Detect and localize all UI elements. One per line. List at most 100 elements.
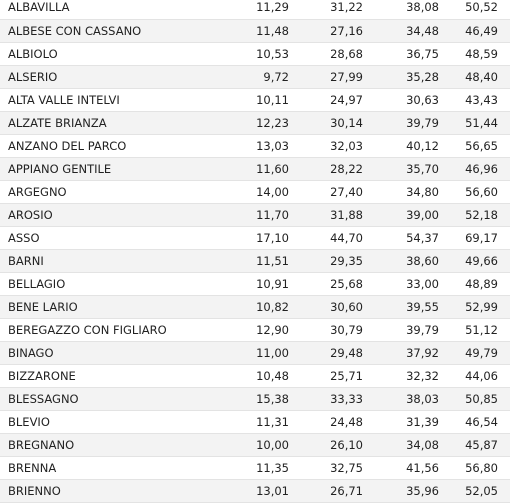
- value-cell-v3: 39,79: [363, 318, 439, 342]
- value-cell-v3: 38,08: [363, 0, 439, 20]
- value-cell-v3: 32,32: [363, 364, 439, 388]
- municipality-name: BELLAGIO: [0, 272, 214, 296]
- value-cell-v3: 34,48: [363, 19, 439, 43]
- value-cell-v1: 17,10: [214, 226, 289, 250]
- value-cell-v1: 10,00: [214, 433, 289, 457]
- table-row: BRENNA 11,35 32,75 41,56 56,80: [0, 456, 510, 480]
- value-cell-v4: 48,89: [439, 272, 510, 296]
- value-cell-v2: 30,79: [289, 318, 363, 342]
- value-cell-v4: 51,12: [439, 318, 510, 342]
- value-cell-v2: 33,33: [289, 387, 363, 411]
- table-row: ANZANO DEL PARCO 13,03 32,03 40,12 56,65: [0, 134, 510, 158]
- value-cell-v3: 34,80: [363, 180, 439, 204]
- value-cell-v3: 37,92: [363, 341, 439, 365]
- value-cell-v1: 11,48: [214, 19, 289, 43]
- value-cell-v4: 52,99: [439, 295, 510, 319]
- value-cell-v1: 12,90: [214, 318, 289, 342]
- value-cell-v3: 38,60: [363, 249, 439, 273]
- value-cell-v4: 46,49: [439, 19, 510, 43]
- value-cell-v4: 46,54: [439, 410, 510, 434]
- table-row: ALSERIO 9,72 27,99 35,28 48,40: [0, 65, 510, 89]
- table-row: BEREGAZZO CON FIGLIARO 12,90 30,79 39,79 51,…: [0, 318, 510, 342]
- value-cell-v1: 11,70: [214, 203, 289, 227]
- value-cell-v2: 24,48: [289, 410, 363, 434]
- value-cell-v2: 32,03: [289, 134, 363, 158]
- value-cell-v2: 30,60: [289, 295, 363, 319]
- value-cell-v2: 28,22: [289, 157, 363, 181]
- value-cell-v4: 43,43: [439, 88, 510, 112]
- table-row: ARGEGNO 14,00 27,40 34,80 56,60: [0, 180, 510, 204]
- value-cell-v3: 39,55: [363, 295, 439, 319]
- value-cell-v4: 52,05: [439, 479, 510, 503]
- value-cell-v1: 9,72: [214, 65, 289, 89]
- municipality-name: BRIENNO: [0, 479, 214, 503]
- value-cell-v1: 11,00: [214, 341, 289, 365]
- municipality-name: ALBAVILLA: [0, 0, 214, 20]
- value-cell-v2: 31,88: [289, 203, 363, 227]
- value-cell-v4: 50,52: [439, 0, 510, 20]
- value-cell-v4: 50,85: [439, 387, 510, 411]
- value-cell-v4: 48,40: [439, 65, 510, 89]
- value-cell-v1: 12,23: [214, 111, 289, 135]
- table-row: ALBAVILLA 11,29 31,22 38,08 50,52: [0, 0, 510, 20]
- value-cell-v3: 35,70: [363, 157, 439, 181]
- value-cell-v3: 30,63: [363, 88, 439, 112]
- value-cell-v3: 54,37: [363, 226, 439, 250]
- municipality-name: BEREGAZZO CON FIGLIARO: [0, 318, 214, 342]
- municipality-name: ASSO: [0, 226, 214, 250]
- value-cell-v1: 13,01: [214, 479, 289, 503]
- value-cell-v3: 35,28: [363, 65, 439, 89]
- value-cell-v2: 25,68: [289, 272, 363, 296]
- value-cell-v2: 31,22: [289, 0, 363, 20]
- value-cell-v4: 56,80: [439, 456, 510, 480]
- value-cell-v4: 45,87: [439, 433, 510, 457]
- value-cell-v4: 49,79: [439, 341, 510, 365]
- value-cell-v2: 28,68: [289, 42, 363, 66]
- value-cell-v2: 44,70: [289, 226, 363, 250]
- value-cell-v4: 44,06: [439, 364, 510, 388]
- table-row: BELLAGIO 10,91 25,68 33,00 48,89: [0, 272, 510, 296]
- value-cell-v1: 10,48: [214, 364, 289, 388]
- municipality-name: BENE LARIO: [0, 295, 214, 319]
- value-cell-v3: 40,12: [363, 134, 439, 158]
- value-cell-v1: 11,35: [214, 456, 289, 480]
- value-cell-v3: 36,75: [363, 42, 439, 66]
- value-cell-v3: 33,00: [363, 272, 439, 296]
- value-cell-v3: 41,56: [363, 456, 439, 480]
- value-cell-v2: 26,71: [289, 479, 363, 503]
- table-row: BRIENNO 13,01 26,71 35,96 52,05: [0, 479, 510, 503]
- value-cell-v3: 38,03: [363, 387, 439, 411]
- table-row: ALBESE CON CASSANO 11,48 27,16 34,48 46,49: [0, 19, 510, 43]
- value-cell-v4: 56,65: [439, 134, 510, 158]
- value-cell-v2: 27,99: [289, 65, 363, 89]
- municipality-name: BARNI: [0, 249, 214, 273]
- value-cell-v1: 11,31: [214, 410, 289, 434]
- municipality-name: ALBESE CON CASSANO: [0, 19, 214, 43]
- table-row: BARNI 11,51 29,35 38,60 49,66: [0, 249, 510, 273]
- municipality-name: ANZANO DEL PARCO: [0, 134, 214, 158]
- value-cell-v1: 10,82: [214, 295, 289, 319]
- municipality-name: BRENNA: [0, 456, 214, 480]
- value-cell-v2: 27,40: [289, 180, 363, 204]
- value-cell-v1: 14,00: [214, 180, 289, 204]
- municipality-name: ARGEGNO: [0, 180, 214, 204]
- municipality-name: ALTA VALLE INTELVI: [0, 88, 214, 112]
- value-cell-v2: 27,16: [289, 19, 363, 43]
- value-cell-v1: 15,38: [214, 387, 289, 411]
- table-row: ALTA VALLE INTELVI 10,11 24,97 30,63 43,43: [0, 88, 510, 112]
- municipality-name: BIZZARONE: [0, 364, 214, 388]
- value-cell-v4: 69,17: [439, 226, 510, 250]
- value-cell-v3: 39,79: [363, 111, 439, 135]
- value-cell-v3: 31,39: [363, 410, 439, 434]
- value-cell-v1: 13,03: [214, 134, 289, 158]
- value-cell-v4: 49,66: [439, 249, 510, 273]
- value-cell-v1: 10,91: [214, 272, 289, 296]
- value-cell-v2: 24,97: [289, 88, 363, 112]
- value-cell-v2: 29,48: [289, 341, 363, 365]
- value-cell-v4: 48,59: [439, 42, 510, 66]
- value-cell-v4: 51,44: [439, 111, 510, 135]
- table-row: BLEVIO 11,31 24,48 31,39 46,54: [0, 410, 510, 434]
- value-cell-v3: 39,00: [363, 203, 439, 227]
- municipality-name: BLESSAGNO: [0, 387, 214, 411]
